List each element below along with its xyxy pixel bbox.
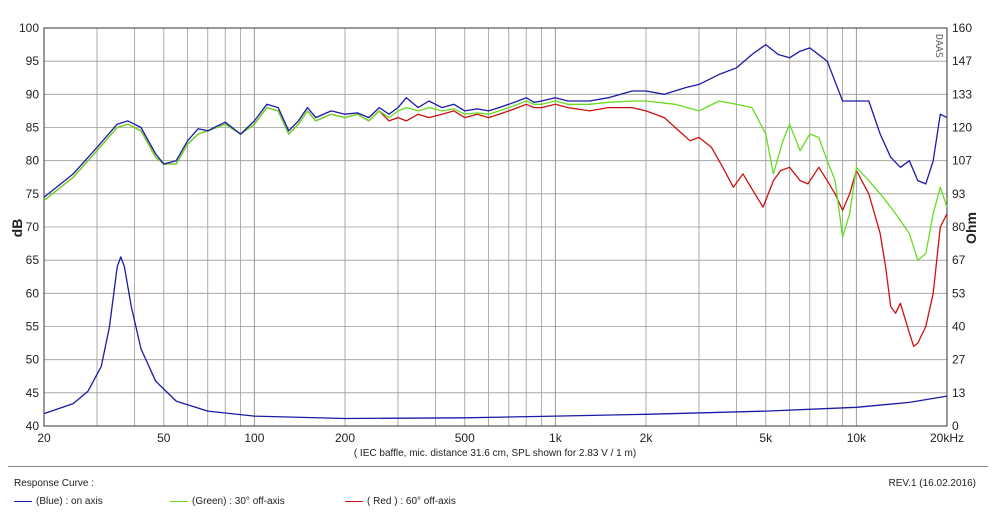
series-line-red bbox=[43, 103, 948, 348]
legend-label-red: ( Red ) : 60° off-axis bbox=[367, 496, 456, 507]
legend-item-green: (Green) : 30° off-axis bbox=[170, 496, 285, 507]
x-tick-label: 200 bbox=[335, 431, 355, 445]
y-tick-label: 65 bbox=[26, 253, 40, 267]
brand-watermark: DAAS bbox=[933, 34, 944, 58]
y2-tick-label: 0 bbox=[952, 419, 959, 433]
y2-tick-label: 120 bbox=[952, 121, 972, 135]
x-tick-label: 5k bbox=[759, 431, 773, 445]
y2-tick-label: 40 bbox=[952, 320, 966, 334]
y2-tick-label: 27 bbox=[952, 353, 966, 367]
series-line-green bbox=[43, 100, 948, 261]
x-tick-label: 500 bbox=[455, 431, 475, 445]
x-tick-label: 20 bbox=[37, 431, 51, 445]
legend-label-blue: (Blue) : on axis bbox=[36, 496, 103, 507]
divider bbox=[8, 466, 988, 467]
x-tick-label: 100 bbox=[244, 431, 264, 445]
y2-axis-title: Ohm bbox=[963, 212, 979, 244]
x-tick-label: 10k bbox=[847, 431, 867, 445]
x-tick-label: 2k bbox=[640, 431, 654, 445]
y2-tick-label: 67 bbox=[952, 253, 966, 267]
plot-frame bbox=[43, 27, 948, 427]
x-tick-label: 20kHz bbox=[930, 431, 964, 445]
y2-tick-label: 80 bbox=[952, 220, 966, 234]
measurement-note: ( IEC baffle, mic. distance 31.6 cm, SPL… bbox=[354, 448, 636, 459]
y2-tick-label: 107 bbox=[952, 154, 972, 168]
y-tick-label: 75 bbox=[26, 187, 40, 201]
y2-tick-label: 147 bbox=[952, 54, 972, 68]
legend-item-blue: (Blue) : on axis bbox=[14, 496, 103, 507]
y-tick-label: 95 bbox=[26, 54, 40, 68]
y-tick-label: 90 bbox=[26, 87, 40, 101]
y-tick-label: 45 bbox=[26, 386, 40, 400]
ticks: 40 0 45 13 50 27 55 40 60 53 65 67 70 80 75 93 80 107 85 12… bbox=[19, 21, 972, 445]
x-tick-label: 50 bbox=[157, 431, 171, 445]
y-tick-label: 85 bbox=[26, 121, 40, 135]
legend-label-green: (Green) : 30° off-axis bbox=[192, 496, 285, 507]
y2-tick-label: 53 bbox=[952, 286, 966, 300]
y-tick-label: 60 bbox=[26, 286, 40, 300]
y-tick-label: 40 bbox=[26, 419, 40, 433]
legend-swatch-blue bbox=[14, 501, 32, 502]
frequency-response-chart: 40 0 45 13 50 27 55 40 60 53 65 67 70 80 75 93 80 107 85 12… bbox=[9, 21, 979, 459]
legend-swatch-green bbox=[170, 501, 188, 502]
legend-item-red: ( Red ) : 60° off-axis bbox=[345, 496, 456, 507]
grid bbox=[44, 27, 947, 427]
series-layer bbox=[43, 43, 948, 420]
series-line-impedance bbox=[43, 256, 948, 420]
y2-tick-label: 93 bbox=[952, 187, 966, 201]
series-line-blue bbox=[43, 43, 948, 198]
revision-label: REV.1 (16.02.2016) bbox=[888, 478, 976, 489]
legend-title: Response Curve : bbox=[14, 478, 95, 489]
y2-tick-label: 160 bbox=[952, 21, 972, 35]
legend-swatch-red bbox=[345, 501, 363, 502]
y-tick-label: 50 bbox=[26, 353, 40, 367]
y2-tick-label: 13 bbox=[952, 386, 966, 400]
y-tick-label: 55 bbox=[26, 320, 40, 334]
y-tick-label: 100 bbox=[19, 21, 39, 35]
y-axis-title: dB bbox=[9, 219, 25, 238]
x-tick-label: 1k bbox=[549, 431, 563, 445]
y-tick-label: 80 bbox=[26, 154, 40, 168]
y2-tick-label: 133 bbox=[952, 87, 972, 101]
y-tick-label: 70 bbox=[26, 220, 40, 234]
